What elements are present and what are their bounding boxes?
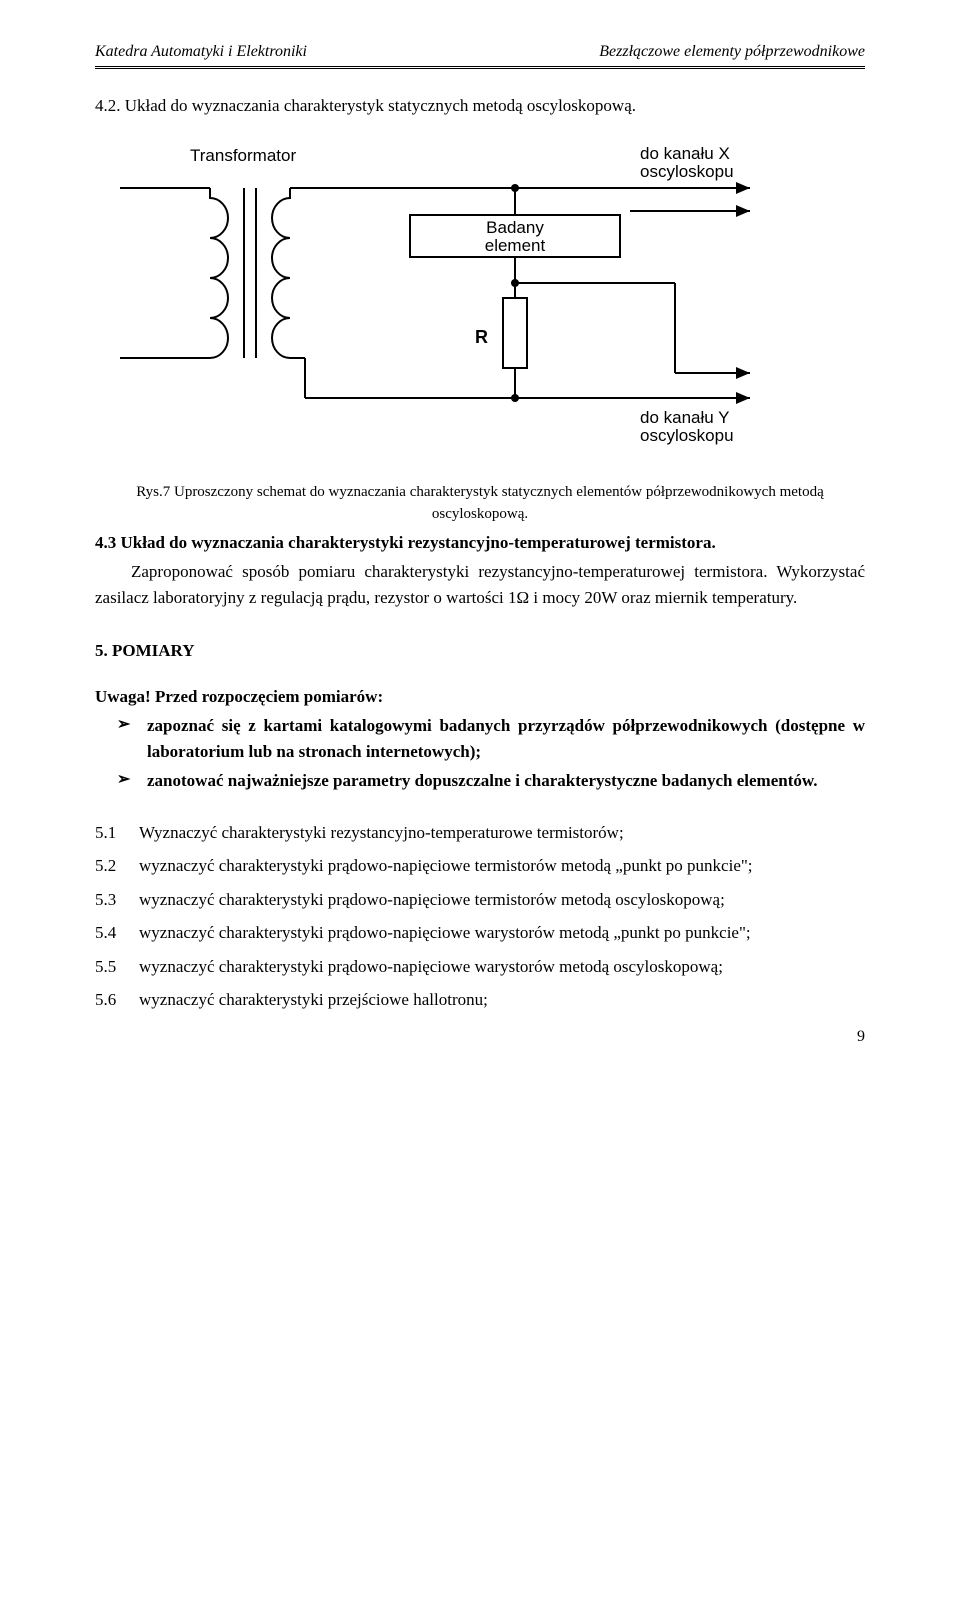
circuit-svg: Transformator do kanału X oscyloskopu B <box>120 143 840 463</box>
list-item: 5.3 wyznaczyć charakterystyki prądowo-na… <box>95 887 865 913</box>
section-4-3-title: 4.3 Układ do wyznaczania charakterystyki… <box>95 530 865 556</box>
caption-prefix: Rys.7 <box>136 484 174 500</box>
header-right: Bezzłączowe elementy półprzewodnikowe <box>599 40 865 64</box>
item-number: 5.2 <box>95 853 139 879</box>
list-item: 5.2 wyznaczyć charakterystyki prądowo-na… <box>95 853 865 879</box>
y-channel-label-1: do kanału Y <box>640 408 729 427</box>
item-text: wyznaczyć charakterystyki prądowo-napięc… <box>139 853 865 879</box>
bullet-item: zanotować najważniejsze parametry dopusz… <box>135 768 865 794</box>
circuit-figure: Transformator do kanału X oscyloskopu B <box>95 143 865 463</box>
item-number: 5.6 <box>95 987 139 1013</box>
item-text: Wyznaczyć charakterystyki rezystancyjno-… <box>139 820 865 846</box>
section-4-3-body: Zaproponować sposób pomiaru charakteryst… <box>95 559 865 610</box>
uwaga-bullets: zapoznać się z kartami katalogowymi bada… <box>95 713 865 794</box>
badany-line1: Badany <box>486 218 544 237</box>
header-left: Katedra Automatyki i Elektroniki <box>95 40 307 64</box>
page-header: Katedra Automatyki i Elektroniki Bezzłąc… <box>95 40 865 64</box>
caption-rest: Uproszczony schemat do wyznaczania chara… <box>174 484 824 523</box>
list-item: 5.1 Wyznaczyć charakterystyki rezystancy… <box>95 820 865 846</box>
section-5-title: 5. POMIARY <box>95 638 865 664</box>
item-text: wyznaczyć charakterystyki prądowo-napięc… <box>139 954 865 980</box>
numbered-list: 5.1 Wyznaczyć charakterystyki rezystancy… <box>95 820 865 1013</box>
header-rule <box>95 66 865 67</box>
figure-caption: Rys.7 Uproszczony schemat do wyznaczania… <box>95 481 865 526</box>
item-number: 5.3 <box>95 887 139 913</box>
transformer-label: Transformator <box>190 146 296 165</box>
r-label: R <box>475 327 488 347</box>
header-rule <box>95 68 865 69</box>
item-number: 5.5 <box>95 954 139 980</box>
list-item: 5.5 wyznaczyć charakterystyki prądowo-na… <box>95 954 865 980</box>
item-number: 5.1 <box>95 820 139 846</box>
x-channel-label-2: oscyloskopu <box>640 162 734 181</box>
bullet-item: zapoznać się z kartami katalogowymi bada… <box>135 713 865 764</box>
x-channel-label-1: do kanału X <box>640 144 730 163</box>
y-channel-label-2: oscyloskopu <box>640 426 734 445</box>
uwaga-line: Uwaga! Przed rozpoczęciem pomiarów: <box>95 684 865 710</box>
item-text: wyznaczyć charakterystyki przejściowe ha… <box>139 987 865 1013</box>
item-text: wyznaczyć charakterystyki prądowo-napięc… <box>139 887 865 913</box>
item-number: 5.4 <box>95 920 139 946</box>
badany-line2: element <box>485 236 546 255</box>
item-text: wyznaczyć charakterystyki prądowo-napięc… <box>139 920 865 946</box>
list-item: 5.4 wyznaczyć charakterystyki prądowo-na… <box>95 920 865 946</box>
page: Katedra Automatyki i Elektroniki Bezzłąc… <box>0 0 960 1075</box>
list-item: 5.6 wyznaczyć charakterystyki przejściow… <box>95 987 865 1013</box>
page-number: 9 <box>857 1025 865 1049</box>
section-4-2-title: 4.2. Układ do wyznaczania charakterystyk… <box>95 93 865 119</box>
